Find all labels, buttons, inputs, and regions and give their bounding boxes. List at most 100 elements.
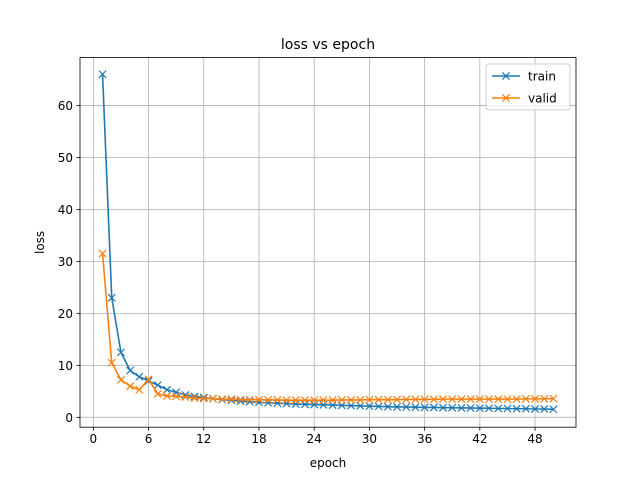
grid xyxy=(80,57,576,428)
data-point-valid xyxy=(457,395,466,404)
data-point-valid xyxy=(208,394,217,403)
data-point-valid xyxy=(172,392,181,401)
data-point-train xyxy=(402,402,411,411)
legend-marker xyxy=(501,71,511,81)
data-point-valid xyxy=(475,395,484,404)
data-point-valid xyxy=(245,395,254,404)
data-point-valid xyxy=(346,395,356,404)
y-tick-label: 50 xyxy=(58,151,73,165)
data-point-valid xyxy=(135,385,144,394)
data-point-train xyxy=(540,404,549,414)
x-tick-label: 24 xyxy=(307,432,322,446)
x-tick-label: 18 xyxy=(251,432,266,446)
data-point-valid xyxy=(439,395,448,404)
data-point-valid xyxy=(494,395,503,404)
legend-label: train xyxy=(528,70,556,84)
x-tick-label: 42 xyxy=(472,432,487,446)
data-point-valid xyxy=(503,395,512,404)
data-point-train xyxy=(512,404,521,413)
data-point-train xyxy=(199,393,208,402)
data-point-valid xyxy=(521,394,530,403)
series-valid xyxy=(98,249,558,405)
data-point-valid xyxy=(420,395,429,404)
data-point-train xyxy=(116,348,125,357)
data-point-valid xyxy=(392,395,402,404)
data-point-train xyxy=(107,293,116,302)
data-point-valid xyxy=(337,395,346,404)
data-point-valid xyxy=(512,395,521,404)
legend-label: valid xyxy=(528,92,557,106)
data-point-valid xyxy=(116,375,125,384)
data-point-valid xyxy=(328,396,337,405)
data-point-train xyxy=(521,404,530,413)
data-point-train xyxy=(374,402,383,411)
series-line-valid xyxy=(101,253,554,401)
y-axis-label: loss xyxy=(33,231,47,254)
data-point-valid xyxy=(448,395,457,404)
data-point-valid xyxy=(531,394,540,403)
data-point-valid xyxy=(310,396,319,405)
data-point-train xyxy=(135,372,144,381)
legend-entry-train: train xyxy=(492,70,556,84)
data-point-valid xyxy=(227,395,236,404)
data-point-valid xyxy=(402,395,411,404)
data-point-valid xyxy=(98,249,107,258)
data-point-valid xyxy=(365,395,374,404)
data-point-valid xyxy=(236,395,245,404)
data-point-valid xyxy=(356,395,365,404)
data-point-valid xyxy=(374,395,383,404)
data-point-train xyxy=(494,404,503,413)
data-point-valid xyxy=(126,382,135,391)
data-point-valid xyxy=(466,395,475,404)
data-point-train xyxy=(153,381,162,390)
y-tick-label: 20 xyxy=(58,307,73,321)
data-point-valid xyxy=(429,395,438,404)
data-point-train xyxy=(466,403,475,412)
y-tick-label: 40 xyxy=(58,203,73,217)
data-point-train xyxy=(485,404,494,413)
legend: train valid xyxy=(485,63,571,111)
data-point-train xyxy=(365,402,374,411)
data-point-train xyxy=(356,401,365,410)
x-tick-label: 48 xyxy=(527,432,542,446)
data-point-valid xyxy=(282,396,291,405)
data-point-valid xyxy=(218,395,227,404)
data-point-train xyxy=(273,399,282,408)
data-point-train xyxy=(448,403,457,412)
data-point-train xyxy=(420,403,429,412)
data-point-train xyxy=(457,403,466,412)
data-point-valid xyxy=(485,395,494,404)
data-point-train xyxy=(549,405,558,414)
data-point-train xyxy=(503,404,512,413)
y-tick-label: 0 xyxy=(65,411,73,425)
data-point-train xyxy=(439,403,448,412)
x-tick-label: 12 xyxy=(196,432,211,446)
data-point-valid xyxy=(153,389,162,398)
data-point-train xyxy=(162,385,171,394)
data-point-valid xyxy=(383,395,392,404)
x-tick-label: 6 xyxy=(145,432,153,446)
data-point-train xyxy=(98,70,107,79)
y-tick-label: 60 xyxy=(58,99,73,113)
data-point-valid xyxy=(540,394,549,403)
data-point-train xyxy=(392,402,402,411)
data-point-valid xyxy=(291,396,300,405)
data-point-train xyxy=(383,402,392,411)
x-tick-label: 36 xyxy=(417,432,432,446)
data-point-valid xyxy=(254,395,264,404)
y-tick-label: 30 xyxy=(58,255,73,269)
data-point-valid xyxy=(199,394,208,403)
series-line-train xyxy=(101,74,554,411)
data-point-train xyxy=(531,404,540,414)
data-point-valid xyxy=(549,394,558,403)
axis-ticks: 0 6 12 18 24 30 36 42 48 0 10 20 30 40 50 60 xyxy=(58,99,543,446)
x-tick-label: 30 xyxy=(362,432,377,446)
plot-frame xyxy=(79,57,577,428)
data-point-train xyxy=(227,396,236,405)
data-point-train xyxy=(346,401,356,410)
data-point-train xyxy=(429,403,438,412)
data-point-train xyxy=(291,400,300,409)
data-point-train xyxy=(475,404,484,413)
data-point-train xyxy=(282,399,291,408)
